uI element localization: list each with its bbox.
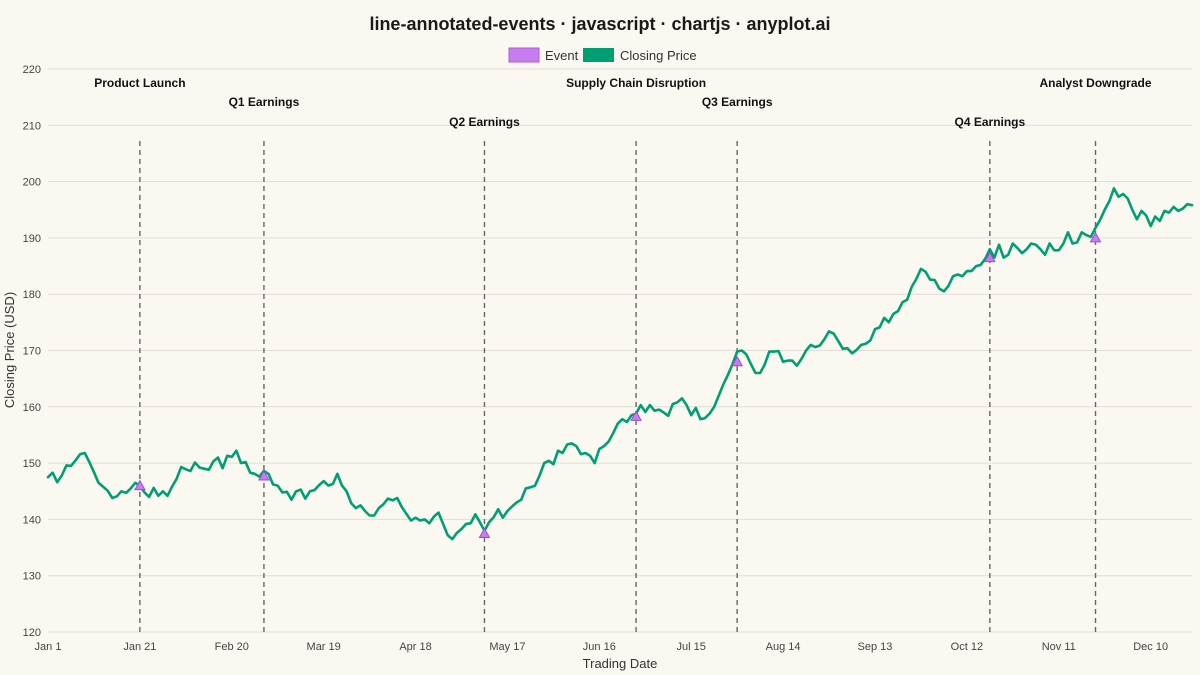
event-marker[interactable] [983,251,996,263]
grid-lines [48,68,1192,633]
y-axis-title: Closing Price (USD) [2,292,17,408]
event-label: Q3 Earnings [702,95,773,109]
legend: Event Closing Price [508,47,697,63]
y-tick-label: 210 [23,120,41,132]
event-label: Q2 Earnings [449,115,520,129]
x-tick-label: Jul 15 [677,641,706,653]
x-tick-label: Aug 14 [766,641,801,653]
event-marker[interactable] [731,355,744,367]
event-lines [139,141,1097,632]
x-axis-ticks: Jan 1 Jan 21 Feb 20 Mar 19 Apr 18 May 17 Jun 1… [35,641,1169,653]
legend-label-closing-price[interactable]: Closing Price [620,48,697,63]
legend-label-event[interactable]: Event [545,48,579,63]
event-label: Supply Chain Disruption [566,76,706,90]
series-layer [46,187,1194,541]
y-tick-label: 150 [23,458,41,470]
event-marker[interactable] [630,410,642,421]
x-tick-label: Jan 1 [35,641,62,653]
event-markers [134,231,1102,538]
y-tick-label: 120 [23,627,41,639]
y-tick-label: 190 [23,233,41,245]
y-tick-label: 180 [23,289,41,301]
x-tick-label: Apr 18 [399,641,431,653]
legend-swatch-event[interactable] [508,47,540,63]
x-tick-label: Sep 13 [858,641,893,653]
x-tick-label: Dec 10 [1133,641,1168,653]
event-label: Product Launch [94,76,185,90]
y-tick-label: 170 [23,346,41,358]
x-tick-label: Feb 20 [215,641,249,653]
x-tick-label: Jan 21 [123,641,156,653]
y-tick-label: 130 [23,571,41,583]
x-tick-label: Mar 19 [307,641,341,653]
x-tick-label: Jun 16 [583,641,616,653]
x-tick-label: May 17 [489,641,525,653]
event-label: Analyst Downgrade [1040,76,1152,90]
event-label: Q1 Earnings [229,95,300,109]
y-tick-label: 160 [23,402,41,414]
event-marker[interactable] [258,470,270,481]
event-marker[interactable] [478,527,491,538]
y-tick-label: 140 [23,514,41,526]
x-tick-label: Oct 12 [951,641,983,653]
event-marker[interactable] [1089,231,1102,243]
event-marker[interactable] [134,479,146,491]
y-axis-ticks: 120 130 140 150 160 170 180 190 200 210 220 [23,64,41,639]
x-axis-title: Trading Date [583,656,658,671]
series-line-closing-price [46,187,1194,541]
x-tick-label: Nov 11 [1042,641,1076,653]
y-tick-label: 220 [23,64,41,76]
legend-swatch-closing-price[interactable] [583,48,614,62]
event-label: Q4 Earnings [955,115,1026,129]
chart-title: line-annotated-events · javascript · cha… [369,14,830,34]
y-tick-label: 200 [23,177,41,189]
event-labels: Product Launch Q1 Earnings Q2 Earnings Supp… [94,76,1152,129]
